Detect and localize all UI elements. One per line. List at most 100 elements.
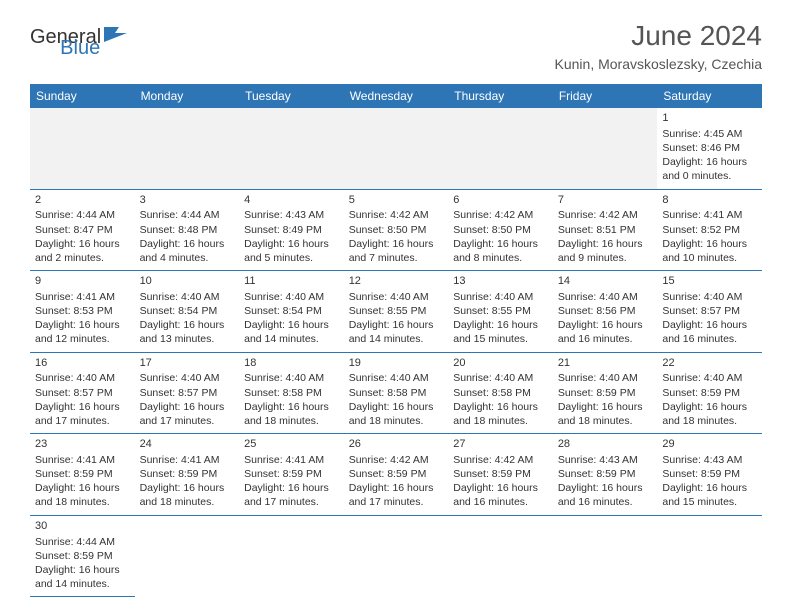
day-info: Sunrise: 4:44 AM bbox=[35, 535, 130, 549]
day-info: Sunset: 8:57 PM bbox=[662, 304, 757, 318]
day-info: Daylight: 16 hours bbox=[662, 318, 757, 332]
day-info: and 16 minutes. bbox=[558, 495, 653, 509]
day-info: Daylight: 16 hours bbox=[558, 318, 653, 332]
day-info: Daylight: 16 hours bbox=[558, 481, 653, 495]
day-number: 28 bbox=[558, 437, 653, 452]
calendar-cell: 2Sunrise: 4:44 AMSunset: 8:47 PMDaylight… bbox=[30, 189, 135, 271]
day-info: and 7 minutes. bbox=[349, 251, 444, 265]
calendar-cell: 28Sunrise: 4:43 AMSunset: 8:59 PMDayligh… bbox=[553, 434, 658, 516]
day-info: Sunrise: 4:40 AM bbox=[558, 371, 653, 385]
day-info: Daylight: 16 hours bbox=[140, 400, 235, 414]
calendar-cell: 25Sunrise: 4:41 AMSunset: 8:59 PMDayligh… bbox=[239, 434, 344, 516]
calendar-cell: 22Sunrise: 4:40 AMSunset: 8:59 PMDayligh… bbox=[657, 352, 762, 434]
calendar-cell bbox=[239, 515, 344, 597]
day-number: 5 bbox=[349, 193, 444, 208]
day-info: Sunset: 8:51 PM bbox=[558, 223, 653, 237]
calendar-cell bbox=[135, 108, 240, 189]
day-number: 19 bbox=[349, 356, 444, 371]
calendar-cell: 18Sunrise: 4:40 AMSunset: 8:58 PMDayligh… bbox=[239, 352, 344, 434]
day-number: 2 bbox=[35, 193, 130, 208]
day-info: Sunset: 8:58 PM bbox=[453, 386, 548, 400]
day-info: and 18 minutes. bbox=[453, 414, 548, 428]
day-info: Daylight: 16 hours bbox=[35, 481, 130, 495]
calendar-cell bbox=[344, 108, 449, 189]
day-info: and 15 minutes. bbox=[453, 332, 548, 346]
day-number: 20 bbox=[453, 356, 548, 371]
calendar-cell: 19Sunrise: 4:40 AMSunset: 8:58 PMDayligh… bbox=[344, 352, 449, 434]
day-info: Sunset: 8:46 PM bbox=[662, 141, 757, 155]
day-info: and 14 minutes. bbox=[35, 577, 130, 591]
page-title: June 2024 bbox=[555, 20, 762, 52]
day-header-tue: Tuesday bbox=[239, 84, 344, 108]
day-info: and 16 minutes. bbox=[453, 495, 548, 509]
day-number: 27 bbox=[453, 437, 548, 452]
day-info: Daylight: 16 hours bbox=[453, 400, 548, 414]
day-info: Sunset: 8:57 PM bbox=[35, 386, 130, 400]
day-info: and 9 minutes. bbox=[558, 251, 653, 265]
day-header-sun: Sunday bbox=[30, 84, 135, 108]
day-number: 9 bbox=[35, 274, 130, 289]
calendar-cell: 14Sunrise: 4:40 AMSunset: 8:56 PMDayligh… bbox=[553, 271, 658, 353]
calendar-cell: 12Sunrise: 4:40 AMSunset: 8:55 PMDayligh… bbox=[344, 271, 449, 353]
calendar-row: 30Sunrise: 4:44 AMSunset: 8:59 PMDayligh… bbox=[30, 515, 762, 597]
day-number: 10 bbox=[140, 274, 235, 289]
calendar-cell: 3Sunrise: 4:44 AMSunset: 8:48 PMDaylight… bbox=[135, 189, 240, 271]
day-info: Sunset: 8:58 PM bbox=[244, 386, 339, 400]
day-info: Sunset: 8:59 PM bbox=[558, 386, 653, 400]
day-info: and 4 minutes. bbox=[140, 251, 235, 265]
day-number: 29 bbox=[662, 437, 757, 452]
day-info: Sunrise: 4:40 AM bbox=[35, 371, 130, 385]
day-info: Sunrise: 4:42 AM bbox=[349, 208, 444, 222]
day-info: Sunset: 8:47 PM bbox=[35, 223, 130, 237]
calendar-cell: 30Sunrise: 4:44 AMSunset: 8:59 PMDayligh… bbox=[30, 515, 135, 597]
calendar-cell: 27Sunrise: 4:42 AMSunset: 8:59 PMDayligh… bbox=[448, 434, 553, 516]
day-info: Sunset: 8:55 PM bbox=[453, 304, 548, 318]
day-info: and 18 minutes. bbox=[140, 495, 235, 509]
day-info: Daylight: 16 hours bbox=[349, 481, 444, 495]
day-info: Daylight: 16 hours bbox=[558, 400, 653, 414]
day-info: and 2 minutes. bbox=[35, 251, 130, 265]
day-info: Daylight: 16 hours bbox=[244, 400, 339, 414]
day-info: Daylight: 16 hours bbox=[35, 237, 130, 251]
day-number: 3 bbox=[140, 193, 235, 208]
day-info: Sunset: 8:59 PM bbox=[35, 467, 130, 481]
calendar-cell: 5Sunrise: 4:42 AMSunset: 8:50 PMDaylight… bbox=[344, 189, 449, 271]
day-info: Daylight: 16 hours bbox=[349, 318, 444, 332]
calendar-cell: 10Sunrise: 4:40 AMSunset: 8:54 PMDayligh… bbox=[135, 271, 240, 353]
day-number: 26 bbox=[349, 437, 444, 452]
day-info: and 0 minutes. bbox=[662, 169, 757, 183]
calendar-cell: 20Sunrise: 4:40 AMSunset: 8:58 PMDayligh… bbox=[448, 352, 553, 434]
day-info: Daylight: 16 hours bbox=[244, 237, 339, 251]
day-header-sat: Saturday bbox=[657, 84, 762, 108]
day-number: 22 bbox=[662, 356, 757, 371]
day-info: and 17 minutes. bbox=[140, 414, 235, 428]
calendar-cell bbox=[448, 515, 553, 597]
day-info: Sunset: 8:52 PM bbox=[662, 223, 757, 237]
calendar-cell bbox=[657, 515, 762, 597]
day-info: and 10 minutes. bbox=[662, 251, 757, 265]
day-number: 24 bbox=[140, 437, 235, 452]
day-info: Sunrise: 4:41 AM bbox=[244, 453, 339, 467]
day-info: Sunrise: 4:40 AM bbox=[662, 290, 757, 304]
day-info: Daylight: 16 hours bbox=[662, 400, 757, 414]
day-number: 7 bbox=[558, 193, 653, 208]
day-info: Sunrise: 4:40 AM bbox=[453, 290, 548, 304]
calendar-cell bbox=[135, 515, 240, 597]
day-info: and 17 minutes. bbox=[244, 495, 339, 509]
day-info: and 18 minutes. bbox=[35, 495, 130, 509]
day-number: 25 bbox=[244, 437, 339, 452]
day-info: Sunset: 8:49 PM bbox=[244, 223, 339, 237]
day-info: Sunset: 8:59 PM bbox=[244, 467, 339, 481]
calendar-cell bbox=[239, 108, 344, 189]
day-info: and 17 minutes. bbox=[35, 414, 130, 428]
day-info: Sunrise: 4:40 AM bbox=[140, 290, 235, 304]
day-number: 30 bbox=[35, 519, 130, 534]
day-info: Daylight: 16 hours bbox=[349, 237, 444, 251]
day-info: Daylight: 16 hours bbox=[349, 400, 444, 414]
day-info: Sunrise: 4:43 AM bbox=[558, 453, 653, 467]
day-info: Sunrise: 4:40 AM bbox=[558, 290, 653, 304]
day-number: 12 bbox=[349, 274, 444, 289]
calendar-cell: 13Sunrise: 4:40 AMSunset: 8:55 PMDayligh… bbox=[448, 271, 553, 353]
day-info: Daylight: 16 hours bbox=[35, 318, 130, 332]
calendar-cell bbox=[553, 515, 658, 597]
